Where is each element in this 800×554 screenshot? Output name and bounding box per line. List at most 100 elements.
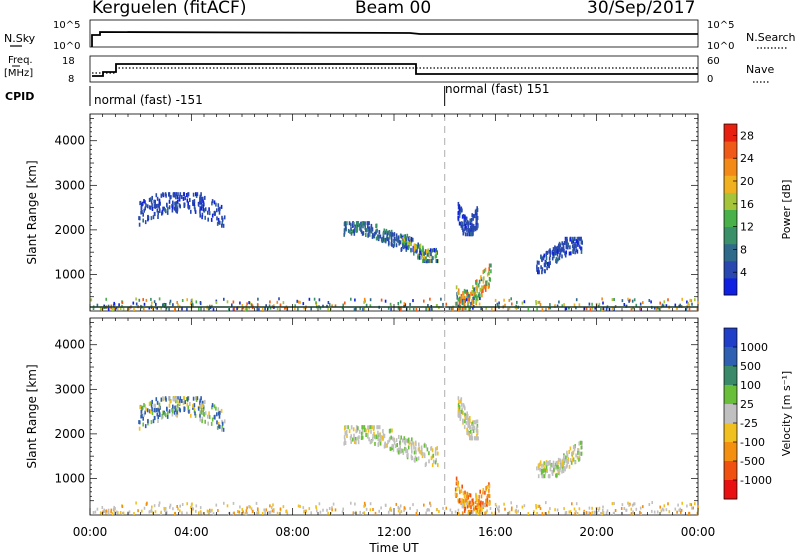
scatter-cell — [175, 192, 178, 197]
scatter-cell — [478, 502, 480, 507]
scatter-cell — [448, 306, 451, 310]
scatter-cell — [386, 232, 388, 237]
scatter-cell — [158, 408, 160, 413]
scatter-cell — [218, 424, 220, 429]
scatter-cell — [566, 245, 569, 249]
scatter-cell — [488, 488, 490, 493]
scatter-cell — [445, 506, 448, 510]
scatter-cell — [548, 510, 550, 514]
scatter-cell — [354, 224, 356, 229]
scatter-cell — [367, 428, 370, 433]
scatter-cell — [415, 245, 418, 250]
scatter-cell — [539, 467, 541, 472]
scatter-cell — [404, 438, 407, 443]
scatter-cell — [399, 234, 402, 239]
scatter-cell — [423, 299, 425, 303]
colorbar-segment — [724, 277, 737, 296]
scatter-cell — [473, 227, 475, 232]
scatter-cell — [353, 440, 356, 444]
scatter-cell — [363, 221, 365, 226]
scatter-cell — [485, 510, 487, 514]
scatter-cell — [463, 295, 466, 300]
scatter-cell — [579, 236, 582, 241]
scatter-cell — [456, 480, 459, 485]
scatter-cell — [236, 307, 238, 311]
scatter-cell — [190, 302, 192, 305]
scatter-cell — [426, 249, 428, 254]
scatter-cell — [475, 217, 478, 222]
scatter-cell — [248, 301, 250, 305]
scatter-cell — [639, 306, 641, 310]
scatter-cell — [176, 199, 179, 204]
scatter-cell — [538, 270, 540, 275]
scatter-cell — [381, 237, 384, 241]
scatter-cell — [613, 307, 615, 311]
scatter-cell — [545, 465, 548, 470]
scatter-cell — [363, 307, 366, 311]
scatter-cell — [404, 446, 406, 451]
scatter-cell — [475, 492, 477, 497]
scatter-cell — [486, 484, 489, 489]
colorbar-segment — [724, 260, 737, 279]
scatter-cell — [589, 512, 592, 516]
scatter-cell — [462, 295, 465, 300]
scatter-cell — [559, 246, 561, 251]
scatter-cell — [429, 307, 431, 311]
scatter-cell — [168, 192, 170, 197]
scatter-cell — [399, 300, 402, 304]
scatter-cell — [573, 247, 575, 251]
scatter-cell — [149, 409, 152, 414]
scatter-cell — [143, 199, 145, 203]
scatter-cell — [204, 399, 206, 404]
scatter-cell — [212, 512, 215, 516]
scatter-cell — [466, 427, 468, 432]
scatter-cell — [474, 291, 476, 296]
scatter-cell — [473, 213, 475, 218]
scatter-cell — [467, 228, 470, 233]
scatter-cell — [569, 237, 571, 242]
scatter-cell — [464, 498, 466, 503]
scatter-cell — [379, 234, 382, 239]
scatter-cell — [577, 448, 580, 453]
scatter-cell — [434, 460, 437, 465]
scatter-cell — [193, 408, 196, 413]
scatter-cell — [498, 509, 500, 513]
scatter-cell — [142, 422, 144, 427]
scatter-cell — [151, 399, 153, 404]
scatter-cell — [476, 498, 478, 503]
scatter-cell — [407, 246, 410, 251]
scatter-cell — [150, 216, 153, 221]
scatter-cell — [179, 509, 181, 513]
scatter-cell — [432, 453, 435, 458]
scatter-cell — [237, 510, 239, 513]
scatter-cell — [627, 297, 629, 301]
scatter-cell — [591, 506, 593, 510]
scatter-cell — [365, 507, 368, 511]
scatter-cell — [222, 223, 225, 228]
scatter-cell — [143, 208, 145, 213]
scatter-cell — [481, 288, 483, 292]
scatter-cell — [504, 303, 506, 307]
scatter-cell — [388, 230, 390, 235]
scatter-cell — [138, 222, 141, 227]
scatter-cell — [221, 425, 224, 430]
scatter-cell — [216, 412, 218, 417]
scatter-cell — [469, 231, 472, 236]
scatter-cell — [175, 195, 177, 200]
scatter-cell — [568, 464, 571, 469]
scatter-cell — [251, 304, 254, 308]
scatter-cell — [627, 501, 629, 505]
colorbar-segment — [724, 347, 737, 367]
scatter-cell — [90, 298, 93, 302]
scatter-cell — [558, 256, 561, 261]
scatter-cell — [413, 247, 416, 252]
scatter-cell — [494, 298, 497, 302]
scatter-cell — [194, 413, 197, 418]
scatter-cell — [572, 243, 575, 248]
scatter-cell — [419, 243, 422, 248]
scatter-cell — [403, 234, 405, 239]
colorbar-tick-label: 500 — [740, 360, 761, 373]
scatter-cell — [353, 228, 356, 233]
scatter-cell — [296, 299, 298, 303]
scatter-cell — [417, 253, 419, 258]
